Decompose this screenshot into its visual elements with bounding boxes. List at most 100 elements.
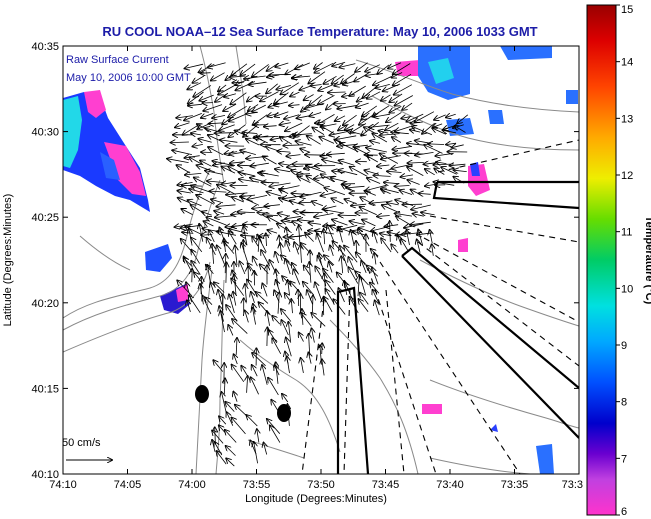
current-vector [260,173,279,176]
current-vector [209,123,224,124]
current-vector [233,292,236,306]
current-vector [191,186,212,193]
current-vector [216,205,236,207]
current-vector [366,74,380,76]
current-vector [361,112,370,120]
current-vector [375,301,380,316]
current-vector [392,137,402,143]
current-vector [349,85,366,96]
current-vector [210,191,227,192]
current-vector [355,62,368,72]
current-vector [171,142,189,143]
current-vector [193,75,205,83]
x-tick-label: 73:55 [243,479,271,491]
current-vector [339,63,356,68]
current-vector [275,252,279,264]
current-vector [219,416,227,425]
current-vector [226,458,235,467]
current-vector [204,221,214,227]
current-vector [292,76,311,78]
current-vector [298,177,311,183]
current-vector [230,92,247,105]
colorbar: 15 14 13 12 11 10 9 8 7 6 Temperature (°C) [586,4,651,518]
current-vector [184,113,202,120]
current-vector [453,177,465,184]
current-vector [415,152,434,155]
radar-footprint-dashes [301,139,579,474]
current-vector [412,126,433,136]
current-vector [200,161,212,167]
current-vector [205,171,223,175]
colorbar-label: Temperature (°C) [643,216,651,305]
current-vector [347,131,365,136]
current-vector [389,93,403,102]
current-vector [312,201,324,207]
current-vector [232,418,246,435]
current-vector [267,192,282,197]
current-vector [263,215,278,216]
current-vector [311,313,326,327]
current-vector [317,234,324,253]
current-vector [225,430,237,443]
current-vector [339,215,357,216]
y-tick-label: 40:20 [31,298,59,310]
current-vector [330,246,333,257]
current-vector [338,170,358,176]
current-vector [191,133,201,135]
current-vector [381,238,392,253]
current-vector [452,145,464,148]
current-vector [370,202,388,204]
current-vector [234,354,238,365]
current-vector [249,82,267,85]
current-vector [322,359,324,376]
current-vector [306,166,326,173]
current-vector [226,263,227,283]
current-vector [304,94,314,101]
current-vector [370,141,381,144]
current-vector [312,128,325,135]
current-vector [275,62,289,67]
current-vector [193,85,212,96]
current-vector [188,104,202,105]
current-vector [225,402,235,412]
current-vector [231,279,245,296]
current-vector [275,111,289,117]
current-vector [338,288,345,303]
colorbar-tick-label: 9 [621,340,627,352]
current-vector [206,217,227,226]
current-vector [285,216,302,219]
current-vector [247,376,248,393]
current-vector [199,224,204,242]
current-vector [301,358,304,373]
current-vector [388,62,402,69]
current-vector [222,392,227,414]
current-vector [401,239,410,253]
current-vector [252,104,266,112]
current-vector [289,105,300,106]
current-vector [279,189,289,194]
current-vector [211,199,224,203]
current-vector [219,124,235,131]
current-vector [296,141,312,146]
current-vector [343,82,354,85]
current-vector [262,284,268,297]
current-vector [232,82,244,83]
current-vector [240,262,246,275]
current-vector [430,230,433,244]
current-vector [203,104,223,111]
current-vector [314,213,334,217]
current-vector [450,164,466,166]
current-vector [224,241,235,254]
current-vector [307,136,321,145]
current-vector [229,231,237,245]
current-vector [277,151,291,152]
current-vector [293,134,312,135]
figure-title: RU COOL NOAA–12 Sea Surface Temperature:… [102,24,537,39]
current-vector [341,256,343,274]
colorbar-tick-label: 7 [621,453,627,465]
current-vector [276,85,292,89]
current-vector [315,267,326,283]
current-vector [188,91,204,104]
current-vector [241,366,248,376]
current-vector [239,172,256,177]
